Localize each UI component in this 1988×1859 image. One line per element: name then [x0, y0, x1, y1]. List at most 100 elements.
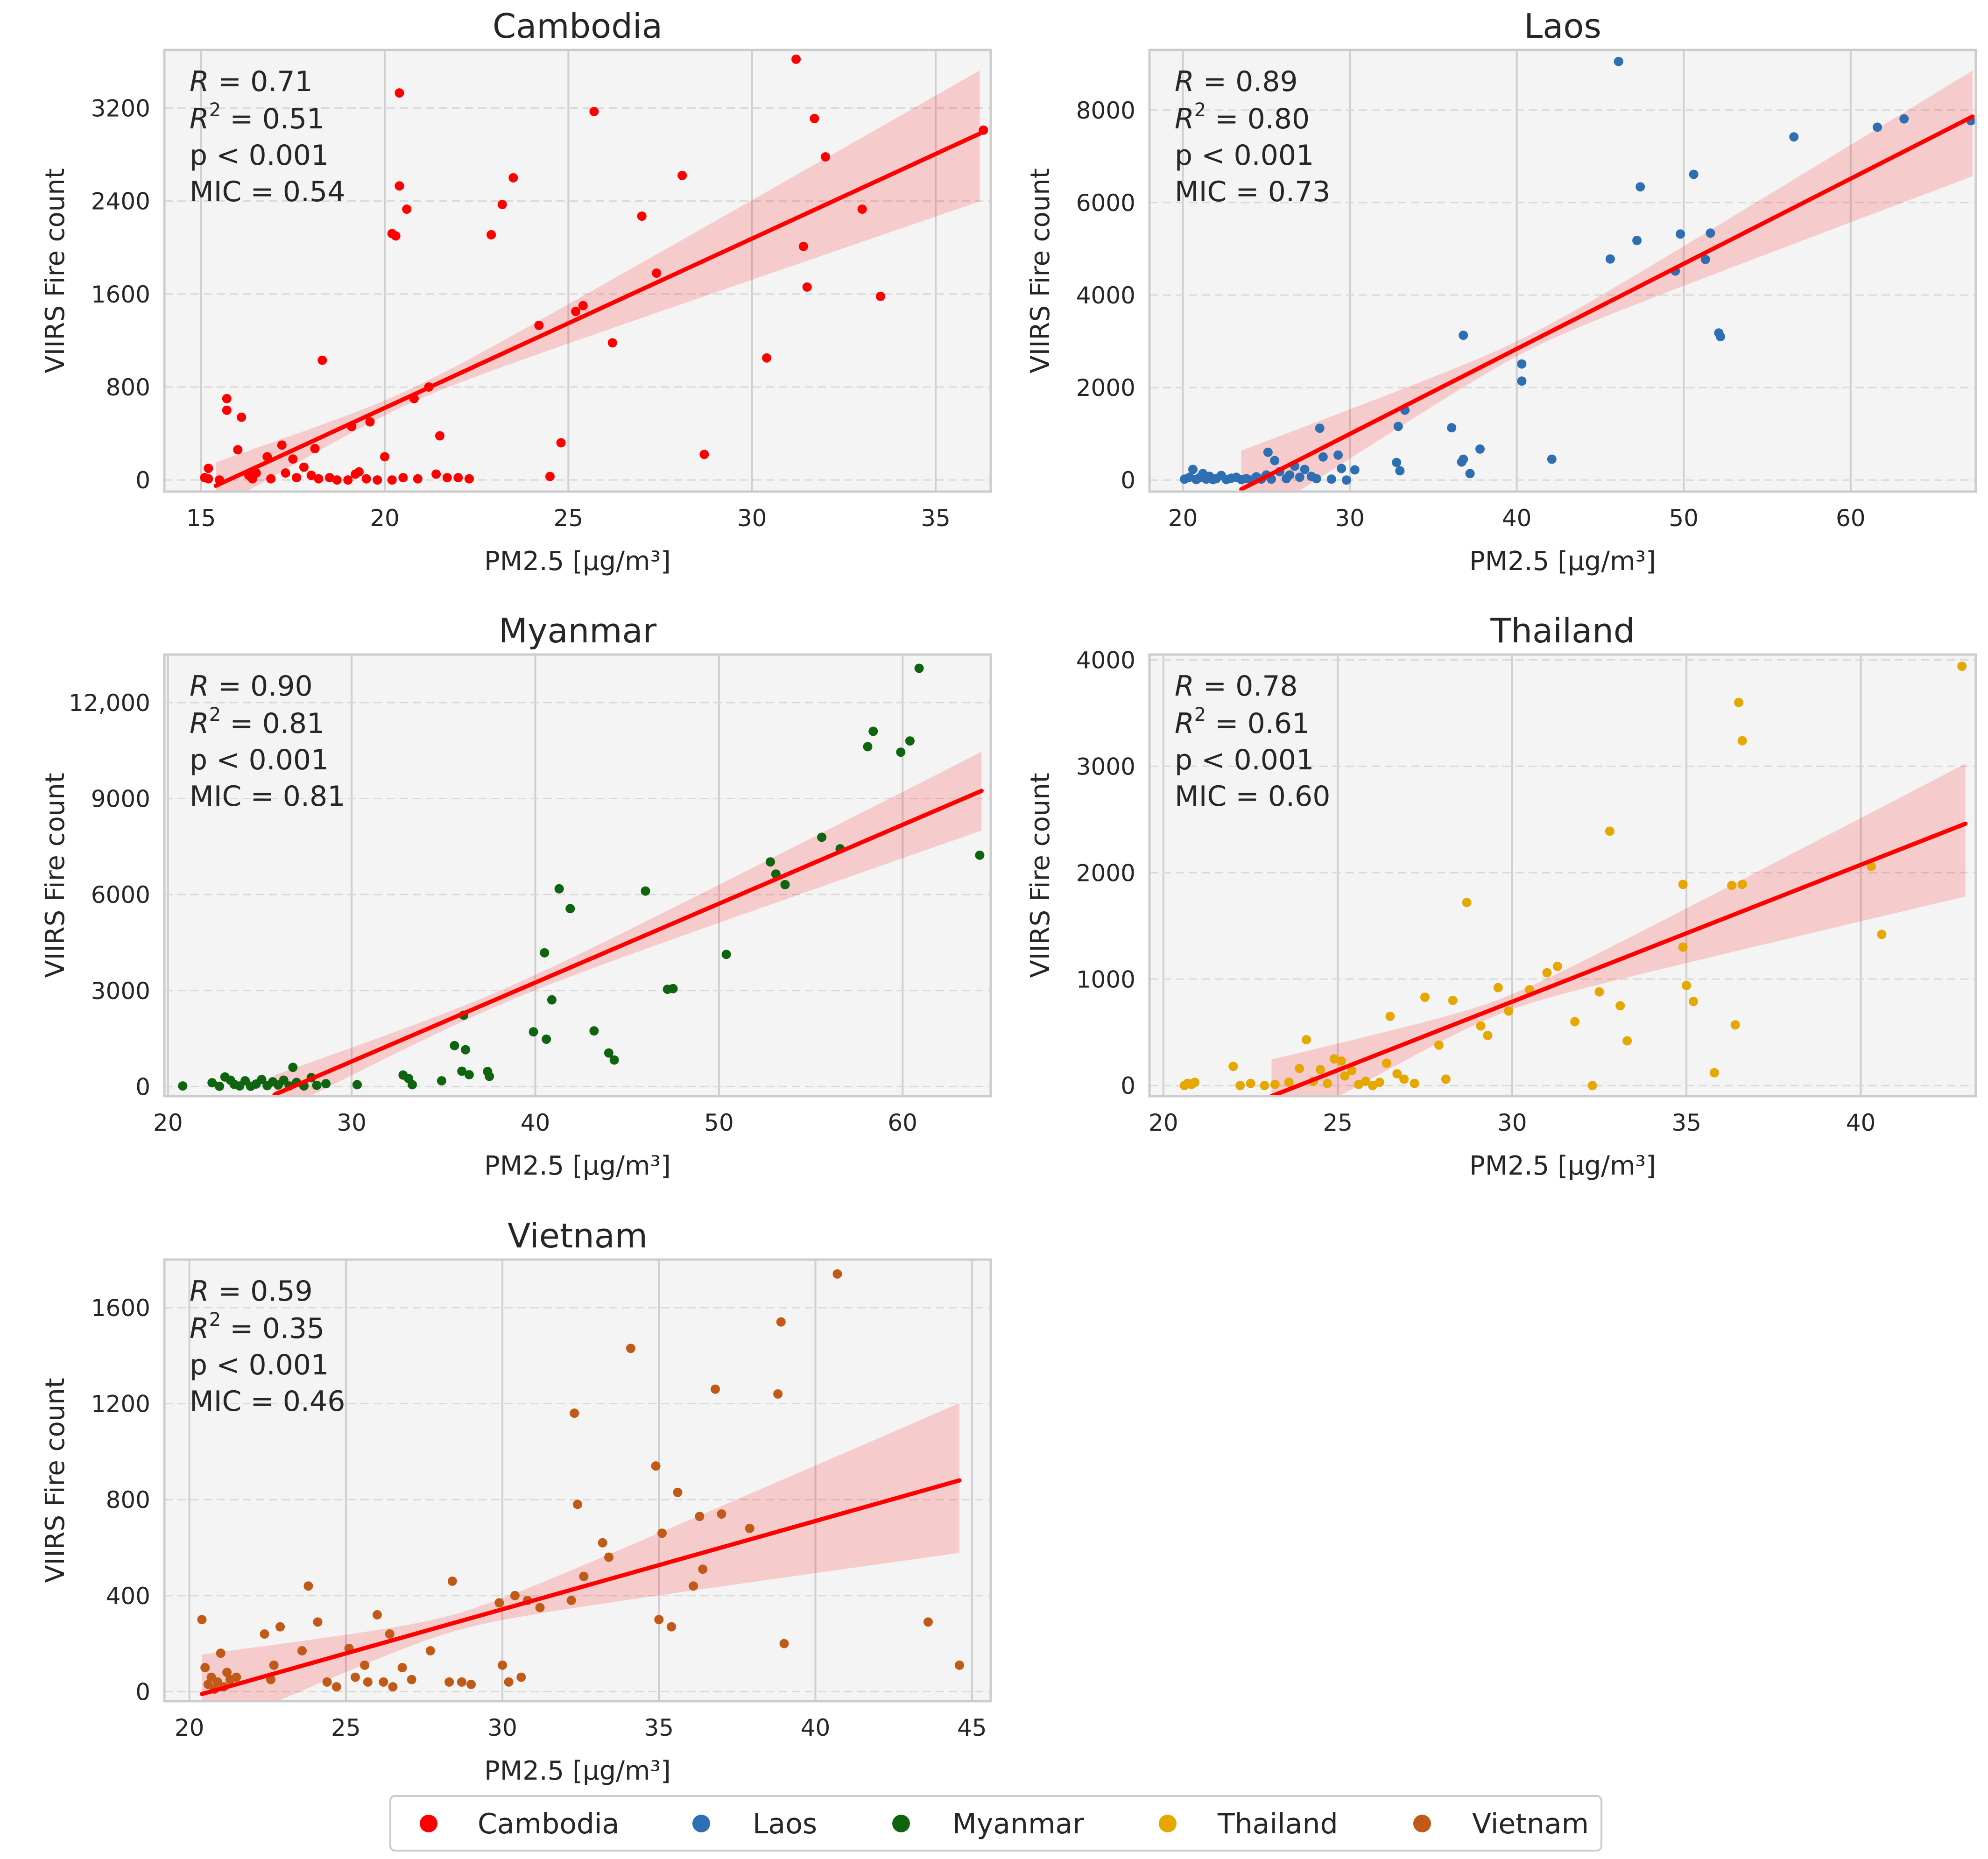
data-point	[332, 475, 342, 485]
data-point	[1295, 1063, 1304, 1073]
x-axis-label-thailand: PM2.5 [μg/m³]	[1469, 1151, 1656, 1181]
data-point	[821, 152, 830, 162]
data-point	[281, 468, 290, 478]
y-tick-label: 0	[1121, 467, 1135, 494]
data-point	[395, 181, 404, 191]
data-point	[677, 170, 687, 180]
data-point	[745, 1523, 754, 1533]
data-point	[1552, 961, 1562, 971]
x-tick-label: 60	[1836, 505, 1866, 532]
data-point	[1542, 968, 1552, 978]
series-thailand	[1179, 662, 1968, 1096]
data-point	[385, 1629, 395, 1639]
data-point	[1190, 1077, 1200, 1087]
x-tick-label: 20	[1149, 1109, 1178, 1136]
x-tick-label: 45	[957, 1714, 987, 1741]
data-point	[673, 1487, 683, 1497]
data-point	[292, 473, 302, 483]
y-tick-label: 1600	[91, 1295, 150, 1322]
plot-area-myanmar	[164, 655, 991, 1096]
y-axis-label-laos: VIIRS Fire count	[1025, 168, 1056, 373]
data-point	[350, 1672, 360, 1682]
data-point	[1493, 983, 1503, 993]
data-point	[542, 1034, 551, 1044]
stat-p-vietnam: p < 0.001	[190, 1349, 329, 1381]
stat-r-vietnam: R = 0.59	[190, 1275, 313, 1308]
data-point	[1441, 1074, 1451, 1084]
stat-r2-myanmar: R2 = 0.81	[190, 704, 324, 740]
data-point	[652, 268, 662, 278]
data-point	[464, 474, 474, 484]
data-point	[1873, 122, 1882, 132]
y-tick-label: 3000	[1076, 753, 1135, 780]
data-point	[447, 1576, 457, 1586]
x-axis-label-cambodia: PM2.5 [μg/m³]	[484, 546, 671, 577]
data-point	[832, 1269, 842, 1279]
x-tick-label: 35	[1671, 1109, 1701, 1136]
data-point	[313, 1617, 323, 1627]
data-point	[413, 474, 423, 484]
data-point	[352, 1080, 362, 1090]
data-point	[516, 1672, 526, 1682]
stat-mic-vietnam: MIC = 0.46	[190, 1385, 345, 1418]
y-tick-label: 4000	[1076, 282, 1135, 309]
y-tick-label: 9000	[91, 785, 150, 812]
x-tick-label: 30	[737, 505, 767, 532]
x-tick-label: 40	[1846, 1109, 1876, 1136]
data-point	[1270, 1079, 1280, 1089]
data-point	[1594, 987, 1604, 997]
data-point	[317, 355, 327, 365]
data-point	[1587, 1081, 1597, 1091]
x-tick-label: 40	[801, 1714, 831, 1741]
chart-title-myanmar: Myanmar	[499, 611, 657, 650]
data-point	[668, 984, 678, 993]
data-point	[331, 1682, 341, 1692]
data-point	[1392, 458, 1402, 467]
data-point	[1504, 1006, 1514, 1016]
data-point	[310, 444, 320, 453]
data-point	[914, 663, 924, 673]
x-tick-label: 25	[554, 505, 584, 532]
data-point	[486, 230, 496, 239]
data-point	[1300, 465, 1310, 474]
data-point	[299, 462, 309, 472]
data-point	[566, 1596, 576, 1606]
confidence-band-laos	[1241, 70, 1973, 492]
data-point	[589, 1026, 599, 1036]
series-myanmar	[178, 663, 985, 1096]
data-point	[1375, 1077, 1384, 1087]
data-point	[431, 469, 441, 479]
data-point	[1350, 465, 1360, 475]
data-point	[810, 113, 819, 123]
data-point	[1284, 1077, 1294, 1087]
y-tick-label: 400	[106, 1583, 150, 1610]
data-point	[651, 1461, 661, 1471]
chart-title-laos: Laos	[1524, 7, 1601, 46]
panel-thailand: 20 25 30 35 40 0 1000 2000 3000 4000 Thailand PM2.5…	[1025, 611, 1977, 1181]
data-point	[1399, 1074, 1409, 1084]
x-tick-label: 30	[1497, 1109, 1527, 1136]
data-point	[402, 204, 412, 214]
data-point	[604, 1048, 613, 1058]
data-point	[408, 1080, 417, 1090]
data-point	[372, 1610, 382, 1620]
y-tick-label: 8000	[1076, 97, 1135, 124]
data-point	[1333, 450, 1343, 460]
y-tick-label: 0	[135, 1073, 150, 1100]
y-axis-label-thailand: VIIRS Fire count	[1025, 773, 1056, 978]
data-point	[896, 747, 906, 757]
data-point	[565, 904, 575, 914]
stat-r-cambodia: R = 0.71	[190, 65, 313, 98]
data-point	[388, 1682, 398, 1692]
data-point	[589, 106, 599, 116]
data-point	[540, 948, 550, 958]
y-axis-label-vietnam: VIIRS Fire count	[40, 1378, 70, 1583]
data-point	[762, 353, 772, 363]
data-point	[529, 1027, 538, 1037]
data-point	[321, 1079, 331, 1089]
plot-area-laos	[1149, 50, 1976, 492]
data-point	[279, 1075, 289, 1085]
data-point	[435, 431, 444, 441]
data-point	[314, 474, 324, 484]
